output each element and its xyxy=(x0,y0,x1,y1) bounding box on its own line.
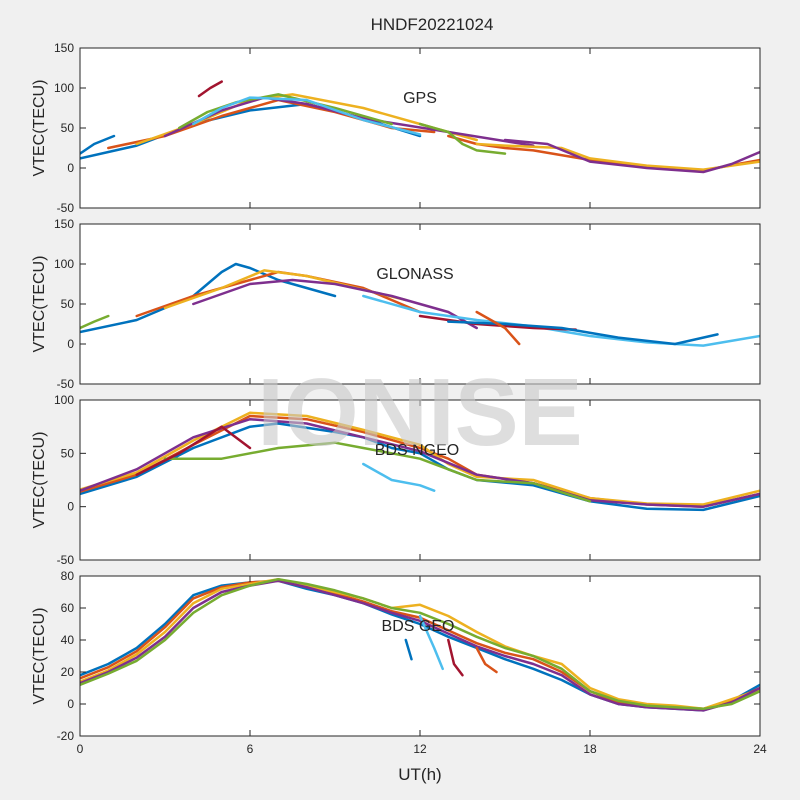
x-tick-label: 24 xyxy=(753,742,767,756)
series-line xyxy=(197,80,223,98)
series-line xyxy=(475,646,498,674)
y-tick-label: 0 xyxy=(67,337,74,351)
panels-group: -50 0 50 100 150 VTEC(TECU) GPS -50 0 50 100 150 VTE… xyxy=(31,41,767,756)
series-line xyxy=(475,310,521,346)
y-tick-label: 150 xyxy=(54,217,74,231)
y-tick-label: 20 xyxy=(61,665,75,679)
y-axis-label: VTEC(TECU) xyxy=(31,80,48,177)
y-tick-label: 0 xyxy=(67,697,74,711)
watermark: IONISE xyxy=(257,359,582,466)
series-line xyxy=(475,142,760,171)
x-tick-label: 12 xyxy=(413,742,427,756)
series-line xyxy=(80,577,760,711)
panel-label: GPS xyxy=(403,90,437,107)
y-tick-label: -50 xyxy=(57,377,75,391)
y-tick-label: 50 xyxy=(61,446,75,460)
series-line xyxy=(447,638,464,677)
figure-title: HNDF20221024 xyxy=(371,15,494,34)
y-tick-label: 0 xyxy=(67,500,74,514)
y-tick-label: -20 xyxy=(57,729,75,743)
y-axis-label: VTEC(TECU) xyxy=(31,432,48,529)
series-group xyxy=(80,262,760,347)
series-line xyxy=(404,638,413,661)
y-tick-label: 100 xyxy=(54,393,74,407)
series-group xyxy=(80,577,760,712)
series-group xyxy=(80,80,760,174)
panel-label: BDS NGEO xyxy=(375,442,459,459)
y-tick-label: 100 xyxy=(54,81,74,95)
panel-1: -50 0 50 100 150 VTEC(TECU) GPS xyxy=(31,41,761,215)
y-tick-label: 60 xyxy=(61,601,75,615)
x-tick-label: 0 xyxy=(77,742,84,756)
series-line xyxy=(503,138,760,174)
series-line xyxy=(418,314,578,331)
series-line xyxy=(80,579,760,712)
series-line xyxy=(192,278,478,330)
x-tick-label: 6 xyxy=(247,742,254,756)
series-line xyxy=(80,417,760,508)
panel-3: -50 0 50 100 VTEC(TECU) BDS NGEO xyxy=(31,393,761,567)
y-tick-label: 150 xyxy=(54,41,74,55)
series-line xyxy=(80,422,760,512)
y-tick-label: 50 xyxy=(61,297,75,311)
panel-2: -50 0 50 100 150 VTEC(TECU) GLONASS xyxy=(31,217,761,391)
series-line xyxy=(418,614,444,671)
series-line xyxy=(80,134,116,155)
series-line xyxy=(418,122,507,155)
panel-label: BDS GEO xyxy=(382,618,455,635)
y-tick-label: -50 xyxy=(57,201,75,215)
series-line xyxy=(80,411,760,506)
series-line xyxy=(362,294,760,347)
axes-background xyxy=(80,400,760,560)
series-group xyxy=(80,411,760,512)
series-line xyxy=(80,314,110,330)
x-axis-label: UT(h) xyxy=(398,765,441,784)
y-tick-label: 100 xyxy=(54,257,74,271)
series-line xyxy=(135,425,252,476)
y-axis-label: VTEC(TECU) xyxy=(31,608,48,705)
y-tick-label: 80 xyxy=(61,569,75,583)
series-line xyxy=(192,96,422,136)
series-line xyxy=(362,462,436,492)
x-tick-label: 18 xyxy=(583,742,597,756)
y-tick-label: 0 xyxy=(67,161,74,175)
y-axis-label: VTEC(TECU) xyxy=(31,256,48,353)
series-line xyxy=(80,577,760,711)
y-tick-label: 50 xyxy=(61,121,75,135)
y-tick-label: -50 xyxy=(57,553,75,567)
panel-label: GLONASS xyxy=(376,266,453,283)
y-tick-label: 40 xyxy=(61,633,75,647)
series-line xyxy=(163,441,592,503)
axes-background xyxy=(80,576,760,736)
series-line xyxy=(80,262,337,334)
